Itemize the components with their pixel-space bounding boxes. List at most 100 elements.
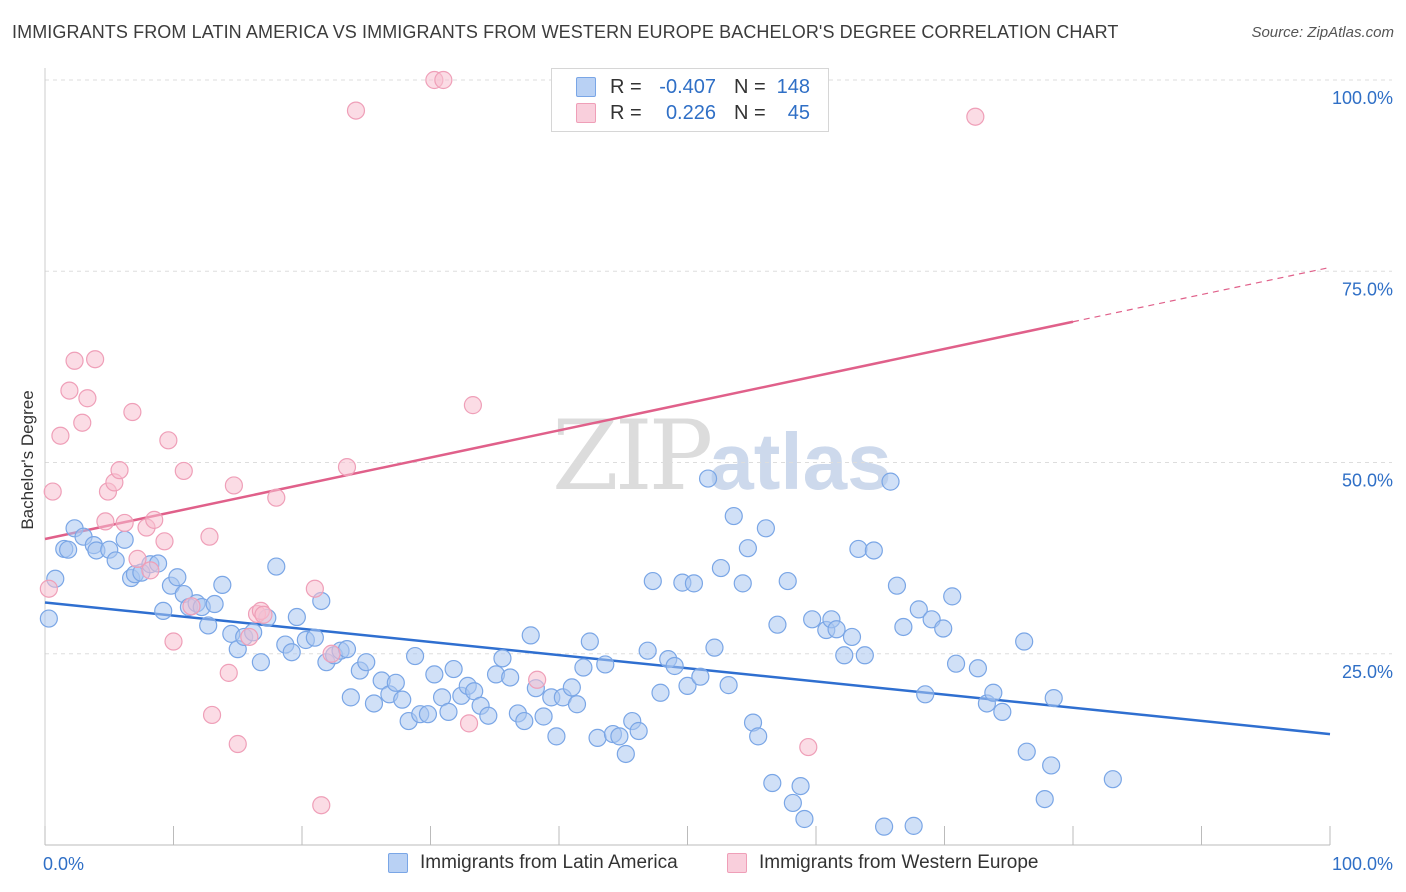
data-point <box>842 627 862 647</box>
data-point <box>1042 756 1061 775</box>
data-point <box>168 568 187 587</box>
data-point <box>588 728 607 748</box>
series-western-europe <box>39 70 985 815</box>
data-point <box>943 587 962 606</box>
legend-swatch-pink <box>727 853 747 873</box>
data-point <box>305 628 324 647</box>
data-point <box>698 469 718 488</box>
data-point <box>724 506 743 526</box>
data-point <box>224 476 243 495</box>
legend-swatch-blue <box>576 77 596 97</box>
legend-item-western-europe[interactable]: Immigrants from Western Europe <box>727 852 1038 874</box>
data-point <box>463 396 483 415</box>
data-point <box>799 737 818 757</box>
data-point <box>115 513 134 533</box>
data-point <box>386 673 405 692</box>
data-point <box>1017 742 1036 761</box>
data-point <box>580 632 599 651</box>
legend-row-western-europe: R = 0.226 N = 45 <box>576 100 810 126</box>
data-point <box>803 610 822 629</box>
data-point <box>738 539 757 558</box>
data-point <box>341 688 360 707</box>
chart-title: IMMIGRANTS FROM LATIN AMERICA VS IMMIGRA… <box>12 22 1119 42</box>
data-point <box>665 656 684 676</box>
data-point <box>205 594 224 614</box>
data-point <box>733 574 752 593</box>
tick-labels: 25.0% 50.0% 75.0% 100.0% 0.0% 100.0% <box>43 88 1393 874</box>
data-point <box>110 461 129 480</box>
data-point <box>287 607 306 627</box>
data-points <box>39 70 1122 836</box>
data-point <box>651 683 670 702</box>
data-point <box>251 653 270 672</box>
data-point <box>684 574 704 593</box>
y-tick-label: 50.0% <box>1342 471 1393 491</box>
data-point <box>521 626 540 645</box>
data-point <box>719 676 738 695</box>
watermark-atlas: atlas <box>709 417 892 506</box>
data-point <box>182 597 201 616</box>
data-point <box>213 575 232 595</box>
data-point <box>756 519 775 538</box>
data-point <box>346 101 366 120</box>
data-point <box>39 609 58 628</box>
legend-r-label: R = <box>610 101 642 124</box>
data-point <box>711 558 731 578</box>
data-point <box>254 605 273 624</box>
y-tick-label: 100.0% <box>1332 88 1393 108</box>
data-point <box>643 571 662 591</box>
data-point <box>493 649 512 668</box>
legend-n-value: 45 <box>787 101 810 124</box>
data-point <box>909 600 928 619</box>
data-point <box>337 640 357 659</box>
data-point <box>267 557 286 576</box>
data-point <box>849 539 868 559</box>
data-point <box>638 641 657 660</box>
data-point <box>678 676 697 695</box>
data-point <box>783 793 802 813</box>
legend-row-latin-america: R = -0.407 N = 148 <box>576 74 810 100</box>
legend-item-latin-america[interactable]: Immigrants from Latin America <box>388 852 678 874</box>
data-point <box>174 461 193 481</box>
data-point <box>51 426 70 445</box>
data-point <box>418 705 438 724</box>
data-point <box>444 659 463 679</box>
data-point <box>791 776 810 796</box>
data-point <box>219 663 238 682</box>
data-point <box>425 665 444 684</box>
legend-label: Immigrants from Latin America <box>420 852 678 873</box>
trend-lines <box>44 266 1331 736</box>
data-point <box>528 670 547 689</box>
data-point <box>534 707 553 726</box>
data-point <box>43 482 62 501</box>
data-point <box>78 389 97 408</box>
legend-label: Immigrants from Western Europe <box>759 852 1039 873</box>
data-point <box>282 643 301 662</box>
watermark-zip: ZIP <box>552 400 713 512</box>
data-point <box>501 668 520 687</box>
data-point <box>968 659 988 678</box>
data-point <box>629 721 648 741</box>
data-point <box>141 561 160 580</box>
data-point <box>515 711 534 731</box>
data-point <box>479 706 498 725</box>
data-point <box>115 530 134 549</box>
data-point <box>1044 689 1063 708</box>
data-point <box>547 727 566 746</box>
chart-source: Source: ZipAtlas.com <box>1251 24 1394 41</box>
data-point <box>39 579 58 598</box>
data-point <box>305 579 324 598</box>
correlation-legend: R = -0.407 N = 148 R = 0.226 N = 45 <box>551 68 829 132</box>
data-point <box>59 540 78 559</box>
legend-swatch-pink <box>576 103 596 123</box>
data-point <box>240 627 259 647</box>
data-point <box>567 695 587 714</box>
data-point <box>894 617 913 637</box>
data-point <box>199 616 218 635</box>
trendline-latin-america <box>44 601 1331 736</box>
data-point <box>778 571 797 591</box>
data-point <box>705 638 724 657</box>
x-tick-label: 100.0% <box>1332 854 1393 874</box>
data-point <box>1035 789 1054 809</box>
